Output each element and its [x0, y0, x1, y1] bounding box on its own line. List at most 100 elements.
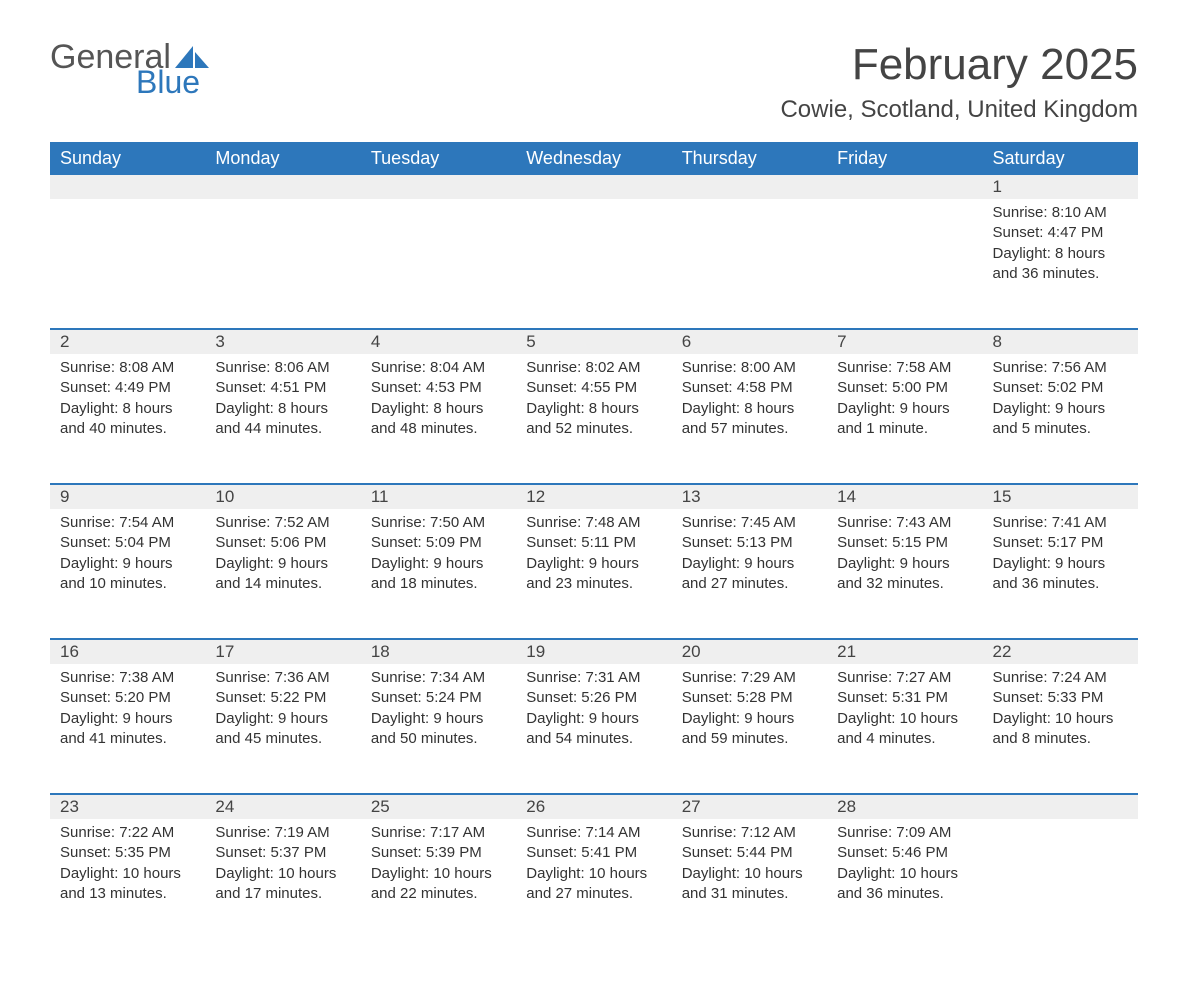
sunset-text: Sunset: 5:04 PM [60, 533, 195, 553]
weekday-header: Monday [205, 142, 360, 175]
daylight-text: Daylight: 9 hours and 27 minutes. [682, 554, 817, 595]
day-detail-cell: Sunrise: 7:41 AMSunset: 5:17 PMDaylight:… [983, 509, 1138, 639]
day-detail: Sunrise: 7:56 AMSunset: 5:02 PMDaylight:… [993, 354, 1128, 439]
sunset-text: Sunset: 5:15 PM [837, 533, 972, 553]
sunset-text: Sunset: 4:51 PM [215, 378, 350, 398]
weekday-header: Wednesday [516, 142, 671, 175]
sunrise-text: Sunrise: 7:52 AM [215, 513, 350, 533]
month-title: February 2025 [780, 40, 1138, 90]
daylight-text: Daylight: 9 hours and 14 minutes. [215, 554, 350, 595]
daylight-text: Daylight: 8 hours and 48 minutes. [371, 399, 506, 440]
sunset-text: Sunset: 4:58 PM [682, 378, 817, 398]
day-detail: Sunrise: 8:04 AMSunset: 4:53 PMDaylight:… [371, 354, 506, 439]
day-detail: Sunrise: 7:29 AMSunset: 5:28 PMDaylight:… [682, 664, 817, 749]
day-detail-cell [827, 199, 982, 329]
day-detail-cell: Sunrise: 7:29 AMSunset: 5:28 PMDaylight:… [672, 664, 827, 794]
sunset-text: Sunset: 5:00 PM [837, 378, 972, 398]
day-number-cell: 9 [50, 484, 205, 509]
day-number-cell [205, 175, 360, 199]
sunset-text: Sunset: 5:02 PM [993, 378, 1128, 398]
sunset-text: Sunset: 5:44 PM [682, 843, 817, 863]
sunset-text: Sunset: 5:09 PM [371, 533, 506, 553]
day-number-cell: 27 [672, 794, 827, 819]
day-detail: Sunrise: 7:34 AMSunset: 5:24 PMDaylight:… [371, 664, 506, 749]
sunrise-text: Sunrise: 7:14 AM [526, 823, 661, 843]
day-detail-cell: Sunrise: 7:12 AMSunset: 5:44 PMDaylight:… [672, 819, 827, 949]
daylight-text: Daylight: 8 hours and 44 minutes. [215, 399, 350, 440]
day-detail: Sunrise: 7:45 AMSunset: 5:13 PMDaylight:… [682, 509, 817, 594]
day-number-cell: 10 [205, 484, 360, 509]
day-detail-cell: Sunrise: 7:54 AMSunset: 5:04 PMDaylight:… [50, 509, 205, 639]
day-detail-cell: Sunrise: 7:48 AMSunset: 5:11 PMDaylight:… [516, 509, 671, 639]
calendar-table: SundayMondayTuesdayWednesdayThursdayFrid… [50, 142, 1138, 949]
day-detail: Sunrise: 8:06 AMSunset: 4:51 PMDaylight:… [215, 354, 350, 439]
day-detail: Sunrise: 7:27 AMSunset: 5:31 PMDaylight:… [837, 664, 972, 749]
sunrise-text: Sunrise: 8:04 AM [371, 358, 506, 378]
day-number-cell: 16 [50, 639, 205, 664]
day-number-cell: 17 [205, 639, 360, 664]
day-number-row: 9101112131415 [50, 484, 1138, 509]
sunset-text: Sunset: 4:55 PM [526, 378, 661, 398]
day-number-cell: 4 [361, 329, 516, 354]
sunset-text: Sunset: 5:33 PM [993, 688, 1128, 708]
day-detail-cell: Sunrise: 7:17 AMSunset: 5:39 PMDaylight:… [361, 819, 516, 949]
day-number-cell: 7 [827, 329, 982, 354]
sunset-text: Sunset: 4:49 PM [60, 378, 195, 398]
day-detail: Sunrise: 7:24 AMSunset: 5:33 PMDaylight:… [993, 664, 1128, 749]
sunset-text: Sunset: 5:11 PM [526, 533, 661, 553]
sunrise-text: Sunrise: 7:19 AM [215, 823, 350, 843]
day-number-cell: 22 [983, 639, 1138, 664]
daylight-text: Daylight: 8 hours and 36 minutes. [993, 244, 1128, 285]
logo-text-blue: Blue [136, 66, 209, 98]
day-detail: Sunrise: 7:43 AMSunset: 5:15 PMDaylight:… [837, 509, 972, 594]
sunrise-text: Sunrise: 8:06 AM [215, 358, 350, 378]
sunrise-text: Sunrise: 7:58 AM [837, 358, 972, 378]
sunset-text: Sunset: 5:06 PM [215, 533, 350, 553]
logo: General Blue [50, 40, 209, 98]
day-detail-cell: Sunrise: 8:06 AMSunset: 4:51 PMDaylight:… [205, 354, 360, 484]
sunset-text: Sunset: 5:26 PM [526, 688, 661, 708]
day-number-cell [672, 175, 827, 199]
weekday-header: Sunday [50, 142, 205, 175]
day-number-row: 16171819202122 [50, 639, 1138, 664]
sunrise-text: Sunrise: 7:54 AM [60, 513, 195, 533]
sunrise-text: Sunrise: 7:22 AM [60, 823, 195, 843]
daylight-text: Daylight: 9 hours and 59 minutes. [682, 709, 817, 750]
day-detail: Sunrise: 7:38 AMSunset: 5:20 PMDaylight:… [60, 664, 195, 749]
day-number-cell: 19 [516, 639, 671, 664]
day-detail-cell: Sunrise: 7:58 AMSunset: 5:00 PMDaylight:… [827, 354, 982, 484]
day-detail-row: Sunrise: 8:10 AMSunset: 4:47 PMDaylight:… [50, 199, 1138, 329]
daylight-text: Daylight: 9 hours and 54 minutes. [526, 709, 661, 750]
day-number-cell [50, 175, 205, 199]
day-detail-cell: Sunrise: 7:31 AMSunset: 5:26 PMDaylight:… [516, 664, 671, 794]
day-number-cell: 11 [361, 484, 516, 509]
sunrise-text: Sunrise: 7:56 AM [993, 358, 1128, 378]
daylight-text: Daylight: 10 hours and 36 minutes. [837, 864, 972, 905]
sunrise-text: Sunrise: 8:02 AM [526, 358, 661, 378]
day-detail-cell [672, 199, 827, 329]
day-detail: Sunrise: 7:14 AMSunset: 5:41 PMDaylight:… [526, 819, 661, 904]
day-detail-cell: Sunrise: 7:22 AMSunset: 5:35 PMDaylight:… [50, 819, 205, 949]
sunrise-text: Sunrise: 7:36 AM [215, 668, 350, 688]
day-number-cell: 20 [672, 639, 827, 664]
day-detail-cell: Sunrise: 7:14 AMSunset: 5:41 PMDaylight:… [516, 819, 671, 949]
sunset-text: Sunset: 5:20 PM [60, 688, 195, 708]
day-detail-row: Sunrise: 7:38 AMSunset: 5:20 PMDaylight:… [50, 664, 1138, 794]
daylight-text: Daylight: 10 hours and 13 minutes. [60, 864, 195, 905]
day-detail: Sunrise: 7:41 AMSunset: 5:17 PMDaylight:… [993, 509, 1128, 594]
day-number-row: 232425262728 [50, 794, 1138, 819]
daylight-text: Daylight: 9 hours and 23 minutes. [526, 554, 661, 595]
day-detail: Sunrise: 7:58 AMSunset: 5:00 PMDaylight:… [837, 354, 972, 439]
sunrise-text: Sunrise: 7:24 AM [993, 668, 1128, 688]
day-number-cell: 3 [205, 329, 360, 354]
day-number-cell: 8 [983, 329, 1138, 354]
daylight-text: Daylight: 9 hours and 41 minutes. [60, 709, 195, 750]
day-detail-row: Sunrise: 7:54 AMSunset: 5:04 PM Daylight:… [50, 509, 1138, 639]
sunset-text: Sunset: 5:39 PM [371, 843, 506, 863]
day-detail-cell: Sunrise: 8:00 AMSunset: 4:58 PMDaylight:… [672, 354, 827, 484]
day-number-cell: 2 [50, 329, 205, 354]
weekday-header-row: SundayMondayTuesdayWednesdayThursdayFrid… [50, 142, 1138, 175]
day-number-row: 2345678 [50, 329, 1138, 354]
day-detail: Sunrise: 7:36 AMSunset: 5:22 PMDaylight:… [215, 664, 350, 749]
location-subtitle: Cowie, Scotland, United Kingdom [780, 96, 1138, 124]
